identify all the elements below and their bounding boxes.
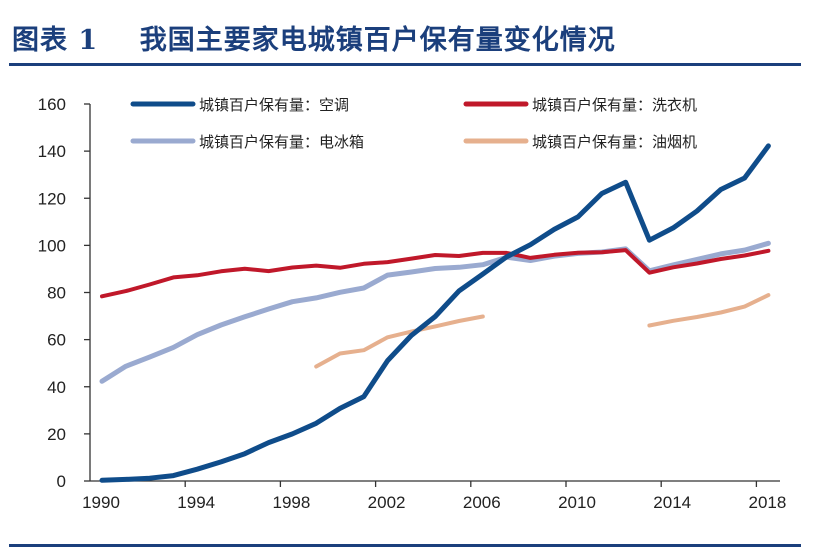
series-line-2 [99, 240, 771, 384]
y-tick-label: 0 [57, 472, 66, 491]
title-rule [9, 63, 801, 66]
x-tick-label: 2002 [368, 493, 406, 512]
y-tick-label: 100 [38, 236, 66, 255]
y-tick-label: 80 [47, 284, 66, 303]
legend-label: 城镇百户保有量：电冰箱 [199, 133, 364, 151]
axes-group: 0 20 40 60 80 100 120 140 160 1990 1994 1998 2002 200… [38, 95, 787, 512]
series-line-3 [314, 293, 771, 369]
series-line-0 [99, 143, 771, 483]
y-tick-label: 60 [47, 331, 66, 350]
y-tick-label: 160 [38, 95, 66, 114]
y-tick-label: 20 [47, 425, 66, 444]
lines-group [99, 143, 771, 483]
x-tick-label: 1994 [177, 493, 215, 512]
legend-item: 城镇百户保有量：空调 [130, 96, 349, 114]
y-tick-label: 140 [38, 142, 66, 161]
legend-label: 城镇百户保有量：空调 [199, 96, 349, 114]
x-tick-label: 2018 [748, 493, 786, 512]
y-tick-label: 40 [47, 378, 66, 397]
bottom-rule [9, 544, 801, 547]
figure-title: 图表 1 我国主要家电城镇百户保有量变化情况 [12, 25, 616, 56]
y-tick-label: 120 [38, 189, 66, 208]
x-tick-label: 1998 [272, 493, 310, 512]
series-line-1 [100, 248, 771, 299]
x-tick-label: 2010 [558, 493, 596, 512]
legend-label: 城镇百户保有量：洗衣机 [532, 96, 697, 114]
x-tick-label: 1990 [82, 493, 120, 512]
legend-item: 城镇百户保有量：油烟机 [463, 133, 697, 151]
x-tick-label: 2014 [653, 493, 691, 512]
legend-item: 城镇百户保有量：洗衣机 [463, 96, 697, 114]
legend-item: 城镇百户保有量：电冰箱 [130, 133, 364, 151]
legend-label: 城镇百户保有量：油烟机 [532, 133, 697, 151]
x-tick-label: 2006 [463, 493, 501, 512]
